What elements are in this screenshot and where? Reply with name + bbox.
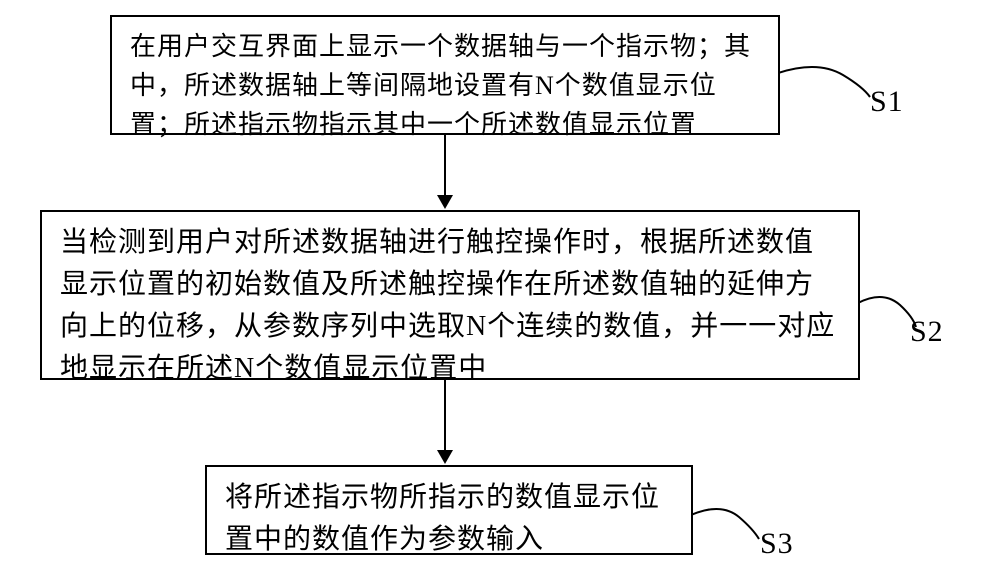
leader-s1 [778, 55, 878, 110]
arrow-s2-s3-shaft [444, 380, 446, 452]
arrow-s2-s3-head [437, 450, 453, 464]
arrow-s1-s2-shaft [444, 135, 446, 197]
flowchart-node-s3: 将所述指示物所指示的数值显示位置中的数值作为参数输入 [205, 465, 693, 555]
label-s3: S3 [760, 527, 794, 561]
leader-s3 [691, 497, 771, 552]
label-s1: S1 [870, 85, 904, 119]
node-s2-text: 当检测到用户对所述数据轴进行触控操作时，根据所述数值显示位置的初始数值及所述触控… [60, 222, 840, 390]
flowchart-node-s2: 当检测到用户对所述数据轴进行触控操作时，根据所述数值显示位置的初始数值及所述触控… [40, 210, 860, 380]
arrow-s1-s2-head [437, 195, 453, 209]
label-s2: S2 [910, 315, 944, 349]
node-s3-text: 将所述指示物所指示的数值显示位置中的数值作为参数输入 [225, 477, 673, 561]
node-s1-text: 在用户交互界面上显示一个数据轴与一个指示物；其中，所述数据轴上等间隔地设置有N个… [130, 27, 760, 144]
flowchart-node-s1: 在用户交互界面上显示一个数据轴与一个指示物；其中，所述数据轴上等间隔地设置有N个… [110, 15, 780, 135]
